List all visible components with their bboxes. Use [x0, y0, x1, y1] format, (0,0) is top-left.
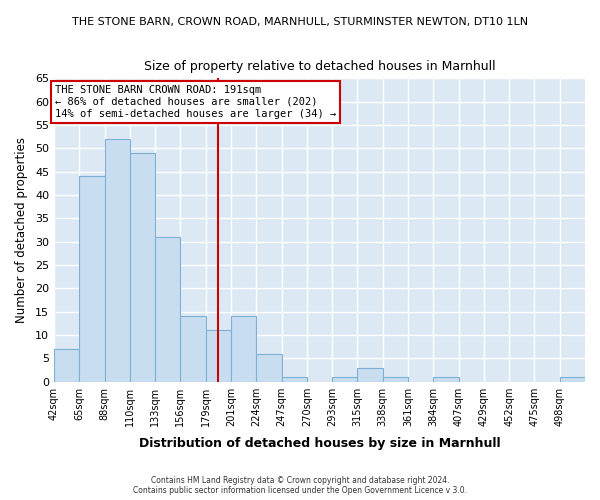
Bar — [256, 354, 281, 382]
Bar — [54, 349, 79, 382]
Bar — [130, 153, 155, 382]
Text: THE STONE BARN, CROWN ROAD, MARNHULL, STURMINSTER NEWTON, DT10 1LN: THE STONE BARN, CROWN ROAD, MARNHULL, ST… — [72, 18, 528, 28]
Bar — [155, 237, 181, 382]
Bar — [206, 330, 231, 382]
Bar — [383, 377, 408, 382]
Text: THE STONE BARN CROWN ROAD: 191sqm
← 86% of detached houses are smaller (202)
14%: THE STONE BARN CROWN ROAD: 191sqm ← 86% … — [55, 86, 336, 118]
Bar — [181, 316, 206, 382]
Bar — [79, 176, 104, 382]
Bar — [358, 368, 383, 382]
Bar — [332, 377, 358, 382]
Title: Size of property relative to detached houses in Marnhull: Size of property relative to detached ho… — [143, 60, 495, 73]
Bar — [231, 316, 256, 382]
Bar — [433, 377, 458, 382]
Y-axis label: Number of detached properties: Number of detached properties — [15, 137, 28, 323]
Bar — [281, 377, 307, 382]
Bar — [560, 377, 585, 382]
Text: Contains HM Land Registry data © Crown copyright and database right 2024.
Contai: Contains HM Land Registry data © Crown c… — [133, 476, 467, 495]
X-axis label: Distribution of detached houses by size in Marnhull: Distribution of detached houses by size … — [139, 437, 500, 450]
Bar — [104, 139, 130, 382]
